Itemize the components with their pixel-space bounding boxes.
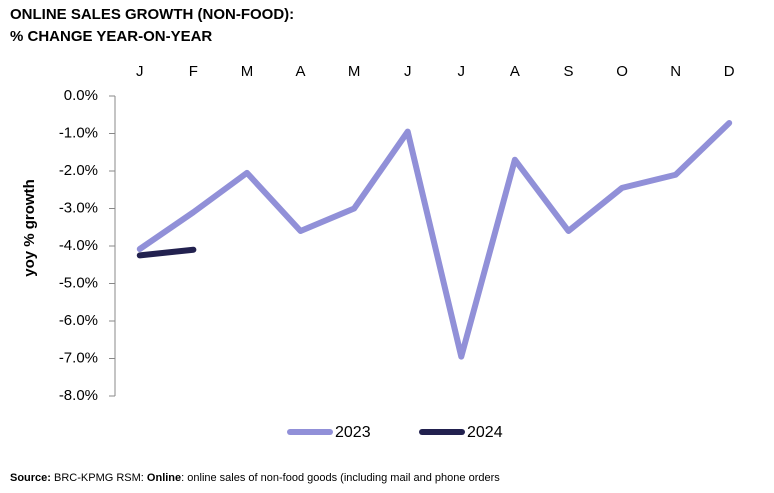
x-tick-label: O bbox=[616, 63, 628, 80]
x-tick-label: A bbox=[510, 63, 520, 80]
y-tick-label: -4.0% bbox=[59, 237, 98, 254]
y-tick-label: -3.0% bbox=[59, 199, 98, 216]
x-tick-label: A bbox=[296, 63, 306, 80]
y-tick-label: -6.0% bbox=[59, 312, 98, 329]
y-tick-label: -5.0% bbox=[59, 274, 98, 291]
y-tick-label: -7.0% bbox=[59, 349, 98, 366]
source-part: : online sales of non-food goods (includ… bbox=[181, 472, 500, 484]
x-tick-label: M bbox=[241, 63, 254, 80]
line-series bbox=[136, 120, 733, 360]
legend-label: 2024 bbox=[467, 424, 503, 441]
source-part: Online bbox=[147, 472, 181, 484]
x-tick-label: J bbox=[136, 63, 144, 80]
legend-label: 2023 bbox=[335, 424, 371, 441]
chart-title: % CHANGE YEAR-ON-YEAR bbox=[10, 28, 212, 45]
y-tick-label: 0.0% bbox=[64, 87, 98, 104]
x-tick-label: M bbox=[348, 63, 361, 80]
x-tick-label: J bbox=[404, 63, 412, 80]
y-tick-label: -8.0% bbox=[59, 387, 98, 404]
x-tick-label: F bbox=[189, 63, 198, 80]
y-tick-label: -2.0% bbox=[59, 162, 98, 179]
line-series bbox=[136, 246, 197, 259]
source-note: Source: BRC-KPMG RSM: Online: online sal… bbox=[10, 472, 500, 484]
x-tick-label: N bbox=[670, 63, 681, 80]
y-tick-label: -1.0% bbox=[59, 124, 98, 141]
source-part: BRC-KPMG RSM: bbox=[51, 472, 147, 484]
x-tick-label: J bbox=[458, 63, 466, 80]
source-part: Source: bbox=[10, 472, 51, 484]
y-axis-label: yoy % growth bbox=[21, 179, 38, 277]
chart-title: ONLINE SALES GROWTH (NON-FOOD): bbox=[10, 6, 294, 23]
x-tick-label: S bbox=[563, 63, 573, 80]
x-tick-label: D bbox=[724, 63, 735, 80]
